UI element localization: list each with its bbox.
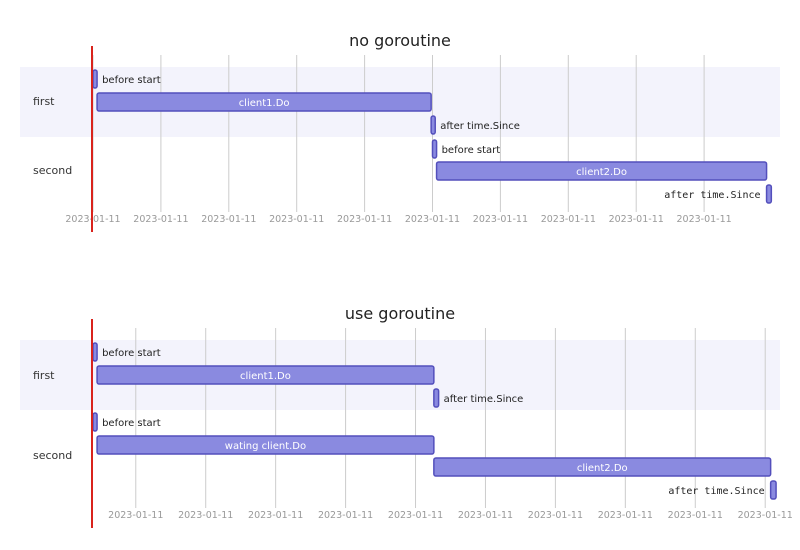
task-bar xyxy=(96,365,435,385)
tick-label: 2023-01-11 xyxy=(738,510,793,521)
gantt-chart-1: 2023-01-11 2023-01-11 2023-01-11 2023-01-11… xyxy=(20,31,780,232)
task-label: client2.Do xyxy=(576,167,627,178)
task-label: after time.Since xyxy=(440,121,520,132)
task-bar xyxy=(96,435,435,455)
task-bar xyxy=(96,92,432,112)
task-bar xyxy=(769,480,777,500)
tick-label: 2023-01-11 xyxy=(541,214,596,225)
task-label: after time.Since xyxy=(444,394,524,405)
chart-title: use goroutine xyxy=(345,304,455,323)
task-bar xyxy=(433,388,440,408)
tick-label: 2023-01-11 xyxy=(269,214,324,225)
task-label: before start xyxy=(442,145,501,156)
tick-label: 2023-01-11 xyxy=(668,510,723,521)
tick-label: 2023-01-11 xyxy=(337,214,392,225)
task-bar xyxy=(430,115,436,135)
task-label: client1.Do xyxy=(239,98,290,109)
task-label: after time.Since xyxy=(668,486,764,497)
section-label: second xyxy=(33,164,72,177)
tick-label: 2023-01-11 xyxy=(405,214,460,225)
task-bar xyxy=(765,184,773,204)
gantt-chart-2: 2023-01-11 2023-01-11 2023-01-11 2023-01-11… xyxy=(20,304,793,528)
tick-label: 2023-01-11 xyxy=(201,214,256,225)
task-label: client2.Do xyxy=(577,463,628,474)
task-label: wating client.Do xyxy=(225,441,306,452)
tick-label: 2023-01-11 xyxy=(598,510,653,521)
tick-label: 2023-01-11 xyxy=(318,510,373,521)
task-label: before start xyxy=(102,418,161,429)
task-bar xyxy=(435,161,768,181)
section-label: first xyxy=(33,95,55,108)
tick-label: 2023-01-11 xyxy=(609,214,664,225)
section-label: first xyxy=(33,369,55,382)
tick-label: 2023-01-11 xyxy=(473,214,528,225)
task-label: after time.Since xyxy=(664,190,760,201)
chart-title: no goroutine xyxy=(349,31,451,50)
tick-label: 2023-01-11 xyxy=(676,214,731,225)
task-bar xyxy=(92,412,98,432)
tick-label: 2023-01-11 xyxy=(458,510,513,521)
tick-label: 2023-01-11 xyxy=(178,510,233,521)
task-bar xyxy=(433,457,772,477)
task-label: client1.Do xyxy=(240,371,291,382)
tick-label: 2023-01-11 xyxy=(133,214,188,225)
task-bar xyxy=(92,342,98,362)
tick-label: 2023-01-11 xyxy=(108,510,163,521)
task-bar xyxy=(431,139,438,159)
task-label: before start xyxy=(102,348,161,359)
task-bar xyxy=(92,69,98,89)
tick-label: 2023-01-11 xyxy=(248,510,303,521)
tick-label: 2023-01-11 xyxy=(528,510,583,521)
section-label: second xyxy=(33,449,72,462)
task-label: before start xyxy=(102,75,161,86)
tick-label: 2023-01-11 xyxy=(388,510,443,521)
